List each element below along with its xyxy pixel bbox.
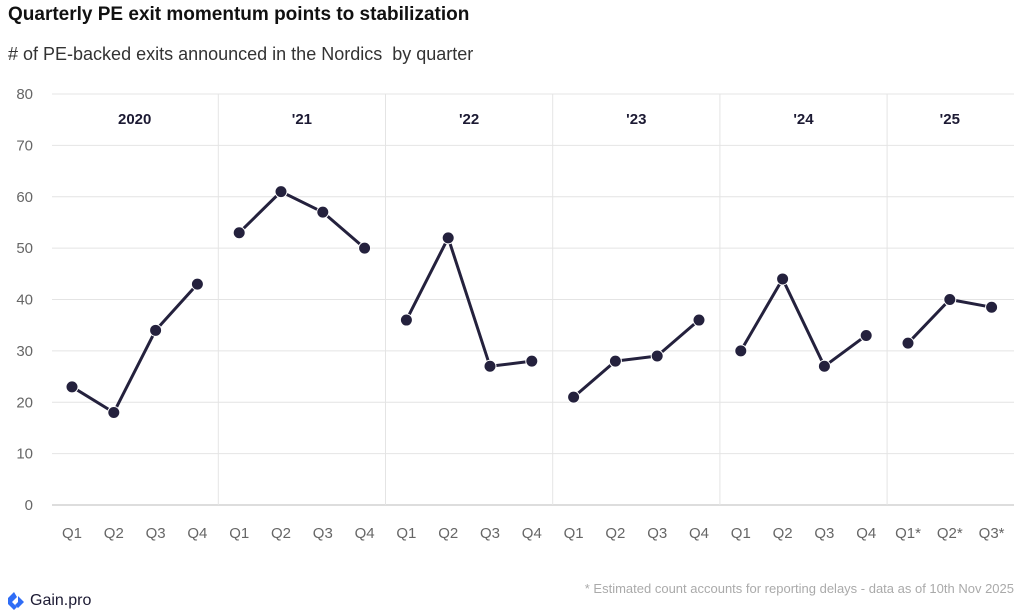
x-tick-label: Q3 [146,525,166,542]
data-point [483,359,497,373]
series-line-5 [906,298,992,345]
y-tick-label: 40 [16,292,33,309]
data-point [190,277,204,291]
y-tick-label: 0 [25,497,33,514]
x-tick-label: Q1 [396,525,416,542]
x-tick-label: Q4 [856,525,876,542]
data-point [734,344,748,358]
series-line-3 [572,318,700,399]
year-label: '25 [940,111,960,128]
chart-subtitle: # of PE-backed exits announced in the No… [8,44,474,64]
x-tick-label: Q4 [522,525,542,542]
year-label: '23 [626,111,646,128]
y-tick-label: 20 [16,394,33,411]
y-tick-label: 50 [16,240,33,257]
grid-lines [52,93,1014,506]
data-point [859,328,873,342]
data-point [316,205,330,219]
data-point [985,300,999,314]
y-axis: 0 10 20 30 40 50 60 70 80 [16,86,33,514]
series-line-2 [405,236,532,368]
x-tick-label: Q4 [355,525,375,542]
chart-title: Quarterly PE exit momentum points to sta… [8,4,470,25]
data-point [692,313,706,327]
x-tick-label: Q1* [895,525,921,542]
footnote: * Estimated count accounts for reporting… [584,581,1014,596]
brand-icon [8,592,24,610]
year-label: 2020 [118,111,151,128]
x-tick-label: Q4 [689,525,709,542]
data-point [358,241,372,255]
data-point [65,380,79,394]
x-tick-label: Q3 [814,525,834,542]
y-tick-label: 60 [16,189,33,206]
data-point [107,406,121,420]
data-point [525,354,539,368]
brand-name: Gain.pro [30,592,92,609]
data-point [441,231,455,245]
year-label: '22 [459,111,479,128]
data-point [232,226,246,240]
year-label: '24 [793,111,814,128]
series-line-4 [739,277,868,368]
series-line-1 [238,190,366,250]
year-label: '21 [292,111,312,128]
brand-logo: Gain.pro [6,591,91,611]
x-tick-label: Q2 [605,525,625,542]
x-tick-label: Q2* [937,525,963,542]
x-tick-label: Q1 [731,525,751,542]
x-tick-label: Q3* [979,525,1005,542]
x-tick-label: Q3 [480,525,500,542]
data-point [650,349,664,363]
x-tick-label: Q2 [104,525,124,542]
x-tick-label: Q1 [62,525,82,542]
period-dividers [217,94,888,505]
x-tick-label: Q1 [229,525,249,542]
data-point [567,390,581,404]
x-tick-label: Q3 [313,525,333,542]
data-point [943,293,957,306]
y-tick-label: 30 [16,343,33,360]
data-point [399,313,413,327]
y-tick-label: 10 [16,446,33,463]
year-labels: 2020 '21 '22 '23 '24 '25 [118,111,960,128]
x-axis: Q1 Q2 Q3 Q4 Q1 Q2 Q3 Q4 Q1 Q2 Q3 Q4 Q1 Q2 Q3 Q4 Q1 Q2 Q3 Q4… [62,525,1005,542]
y-tick-label: 80 [16,86,33,103]
data-point [274,185,288,199]
data-point [776,272,790,286]
x-tick-label: Q2 [271,525,291,542]
x-tick-label: Q4 [187,525,207,542]
series-lines [71,190,992,415]
series-line-0 [71,283,199,415]
y-tick-label: 70 [16,137,33,154]
data-point [149,323,163,337]
x-tick-label: Q2 [438,525,458,542]
data-point [608,354,622,368]
x-tick-label: Q2 [773,525,793,542]
series-points [65,185,999,420]
x-tick-label: Q3 [647,525,667,542]
x-tick-label: Q1 [564,525,584,542]
data-point [817,359,831,373]
data-point [901,336,915,350]
